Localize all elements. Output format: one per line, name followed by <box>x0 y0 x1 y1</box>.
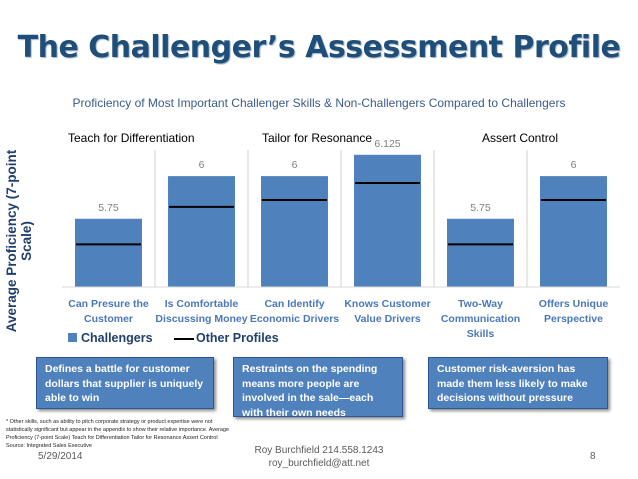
category-label-line: Discussing Money <box>155 313 248 325</box>
data-label: 6 <box>292 159 298 171</box>
bar-challengers <box>75 218 142 287</box>
callout-assert: Customer risk-aversion has made them les… <box>428 357 608 409</box>
footer-name: Roy Burchfield 214.558.1243 <box>254 445 384 456</box>
category-label-line: Perspective <box>544 313 603 325</box>
category-label-line: Communication <box>440 313 521 325</box>
slide-title: The Challenger’s Assessment Profile <box>17 30 621 65</box>
bar-challengers <box>447 218 514 287</box>
category-label-line: Can Presure the <box>68 298 149 310</box>
legend-other-swatch <box>174 337 194 340</box>
group-label-assert: Assert Control <box>482 131 559 145</box>
category-label-line: Economic Drivers <box>249 313 340 325</box>
data-label: 5.75 <box>470 202 491 214</box>
category-label: Can Presure the Customer <box>59 297 159 327</box>
legend-other-label: Other Profiles <box>196 331 279 345</box>
legend-challengers-swatch <box>68 333 77 342</box>
page-number: 8 <box>590 451 596 462</box>
data-label: 6 <box>199 159 205 171</box>
category-label: Can Identify Economic Drivers <box>245 297 345 327</box>
footer-email: roy_burchfield@att.net <box>268 458 370 469</box>
category-label: Offers Unique Perspective <box>524 297 624 327</box>
bar-challengers <box>354 154 421 287</box>
callout-tailor: Restraints on the spending means more pe… <box>233 357 403 419</box>
category-label: Is Comfortable Discussing Money <box>152 297 252 327</box>
callout-teach: Defines a battle for customer dollars th… <box>36 357 214 409</box>
data-label: 6 <box>571 159 577 171</box>
bar-challengers <box>540 176 607 287</box>
category-label: Two-Way Communication Skills <box>431 297 531 342</box>
data-label: 5.75 <box>98 202 119 214</box>
footer-contact: Roy Burchfield 214.558.1243 roy_burchfie… <box>244 444 394 470</box>
legend-other-profiles: Other Profiles <box>174 331 279 345</box>
legend-challengers-label: Challengers <box>81 331 153 345</box>
data-label: 6.125 <box>374 138 400 150</box>
group-label-teach: Teach for Differentiation <box>68 131 195 145</box>
footnote: * Other skills, such as ability to pitch… <box>6 419 230 449</box>
category-label-line: Can Identify <box>264 298 325 310</box>
group-label-tailor: Tailor for Resonance <box>262 131 373 145</box>
bar-challengers <box>168 176 235 287</box>
legend-challengers: Challengers <box>68 331 153 345</box>
category-label-line: Customer <box>83 313 133 325</box>
bar-challengers <box>261 176 328 287</box>
category-label: Knows Customer Value Drivers <box>338 297 438 327</box>
category-label-line: Value Drivers <box>354 313 421 325</box>
category-label-line: Is Comfortable <box>164 298 239 310</box>
footer-date: 5/29/2014 <box>38 451 83 462</box>
category-label-line: Two-Way <box>458 298 503 310</box>
category-label-line: Offers Unique <box>538 298 609 310</box>
category-label-line: Knows Customer <box>344 298 431 310</box>
category-label-line: Skills <box>466 328 495 340</box>
chart-subtitle: Proficiency of Most Important Challenger… <box>72 96 566 110</box>
